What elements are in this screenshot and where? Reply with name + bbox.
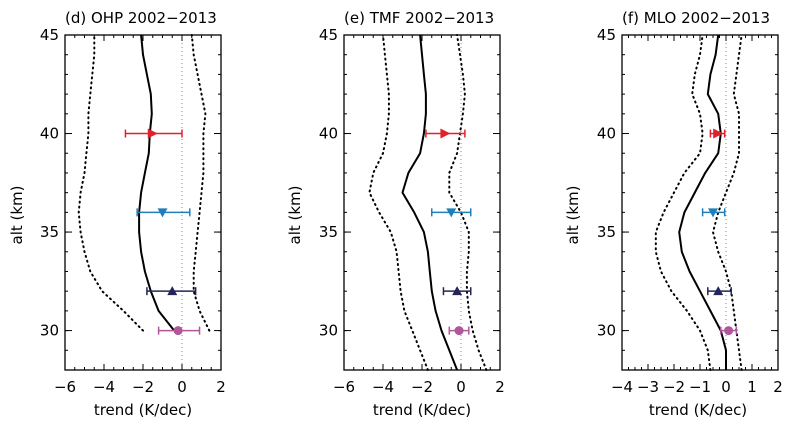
x-tick-label: −1: [689, 378, 711, 396]
x-tick-label: −4: [93, 378, 115, 396]
data-point-triangle-down: [708, 208, 718, 218]
x-axis-label: trend (K/dec): [373, 401, 471, 419]
plot-frame: [343, 34, 501, 371]
uncertainty-bound-line: [368, 34, 429, 371]
y-tick-label: 40: [40, 125, 59, 143]
uncertainty-bound-line: [712, 34, 743, 371]
y-axis-label: alt (km): [8, 185, 26, 244]
uncertainty-bound-line: [654, 34, 712, 371]
x-tick-label: −6: [333, 378, 355, 396]
y-tick-label: 30: [40, 322, 59, 340]
y-tick-label: 30: [597, 322, 616, 340]
x-tick-label: −4: [372, 378, 394, 396]
data-point-triangle-down: [157, 208, 168, 218]
x-tick-label: 2: [495, 378, 505, 396]
y-tick-label: 30: [319, 322, 338, 340]
panel-title: (d) OHP 2002−2013: [65, 9, 217, 27]
mean-trend-line: [678, 34, 727, 370]
mean-trend-line: [401, 34, 459, 371]
x-tick-label: −6: [54, 378, 76, 396]
data-point-circle: [454, 326, 464, 336]
x-tick-label: 0: [177, 378, 187, 396]
x-tick-label: 0: [721, 378, 731, 396]
x-tick-label: −4: [611, 378, 633, 396]
y-tick-label: 35: [319, 223, 338, 241]
y-tick-label: 45: [319, 26, 338, 44]
panel-f-mlo: (f) MLO 2002−2013 alt (km) trend (K/dec)…: [564, 9, 783, 419]
uncertainty-bound-line: [77, 34, 144, 332]
panel-e-tmf: (e) TMF 2002−2013 alt (km) trend (K/dec)…: [286, 9, 505, 419]
x-tick-label: 0: [456, 378, 466, 396]
data-point-triangle-right: [440, 128, 451, 139]
data-point-triangle-down: [446, 208, 457, 218]
data-point-circle: [173, 326, 183, 336]
y-axis-label: alt (km): [564, 185, 582, 244]
x-tick-label: 2: [216, 378, 226, 396]
y-tick-label: 35: [597, 223, 616, 241]
x-tick-label: −2: [663, 378, 685, 396]
data-point-triangle-up: [167, 286, 178, 296]
panel-title: (f) MLO 2002−2013: [622, 9, 770, 27]
y-tick-label: 45: [40, 26, 59, 44]
mean-trend-line: [138, 34, 175, 332]
plot-frame: [621, 34, 779, 371]
panel-title: (e) TMF 2002−2013: [344, 9, 494, 27]
x-tick-label: −3: [637, 378, 659, 396]
x-axis-label: trend (K/dec): [649, 401, 747, 419]
uncertainty-bound-line: [448, 34, 488, 371]
x-tick-label: 1: [747, 378, 757, 396]
y-tick-label: 40: [597, 125, 616, 143]
x-tick-label: −2: [411, 378, 433, 396]
data-point-triangle-right: [147, 128, 158, 139]
x-axis-label: trend (K/dec): [94, 401, 192, 419]
panel-d-ohp: (d) OHP 2002−2013 alt (km) trend (K/dec)…: [8, 9, 226, 419]
data-point-triangle-up: [713, 286, 724, 296]
plot-frame: [64, 34, 222, 371]
y-tick-label: 35: [40, 223, 59, 241]
y-tick-label: 40: [319, 125, 338, 143]
x-tick-label: −2: [132, 378, 154, 396]
data-point-triangle-right: [713, 128, 724, 139]
x-tick-label: 2: [773, 378, 783, 396]
y-axis-label: alt (km): [286, 185, 304, 244]
y-tick-label: 45: [597, 26, 616, 44]
uncertainty-bound-line: [190, 34, 211, 332]
data-point-triangle-up: [452, 286, 463, 296]
data-point-circle: [724, 326, 734, 336]
